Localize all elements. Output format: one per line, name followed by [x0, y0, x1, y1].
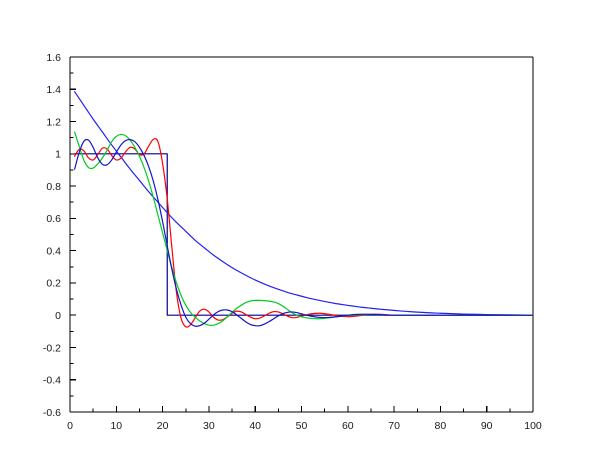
y-tick-label: 0.8: [46, 181, 61, 193]
y-tick-label: 1.4: [46, 84, 61, 96]
x-tick-label: 50: [296, 420, 308, 432]
y-tick-label: -0.2: [43, 342, 61, 354]
y-tick-label: 0.4: [46, 245, 61, 257]
series-line-smooth-decay: [74, 91, 534, 316]
x-tick-label: 100: [524, 420, 542, 432]
x-tick-label: 90: [481, 420, 493, 432]
x-tick-label: 60: [342, 420, 354, 432]
x-tick-label: 80: [435, 420, 447, 432]
y-tick-label: -0.6: [43, 407, 61, 419]
y-tick-labels: -0.6 -0.4 -0.2 0 0.2 0.4 0.6 0.8 1 1.2 1.4 1.6: [43, 52, 61, 419]
tick-marks: [69, 56, 534, 413]
y-tick-label: 0: [55, 310, 61, 322]
x-tick-label: 70: [388, 420, 400, 432]
x-tick-label: 10: [110, 420, 122, 432]
x-tick-label: 20: [157, 420, 169, 432]
y-tick-label: 0.6: [46, 213, 61, 225]
y-tick-label: 1.2: [46, 116, 61, 128]
data-series: [74, 91, 534, 328]
y-tick-label: 1: [55, 149, 61, 161]
y-tick-label: -0.4: [43, 375, 61, 387]
y-tick-label: 0.2: [46, 278, 61, 290]
x-tick-label: 40: [249, 420, 261, 432]
x-tick-label: 30: [203, 420, 215, 432]
x-tick-label: 0: [67, 420, 73, 432]
series-line-ripple-blue: [74, 138, 534, 327]
y-tick-label: 1.6: [46, 52, 61, 64]
x-tick-labels: 0 10 20 30 40 50 60 70 80 90 100: [67, 420, 542, 432]
